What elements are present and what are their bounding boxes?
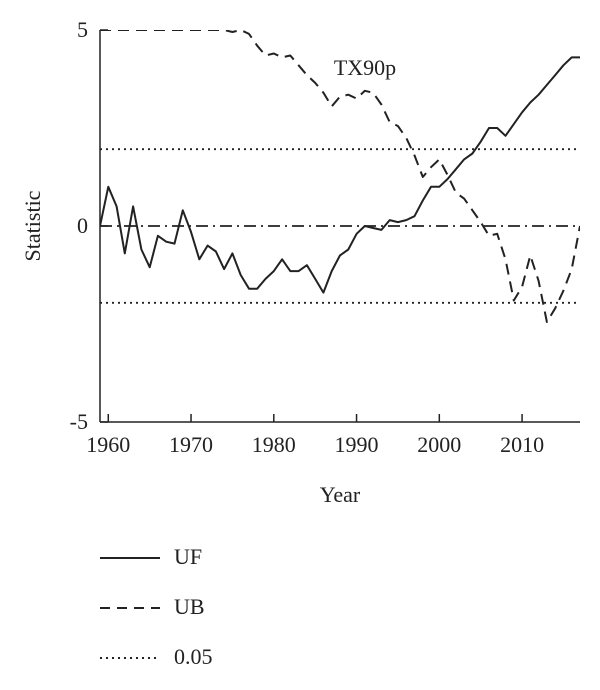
x-tick-label: 1970 [169,432,213,457]
series-lines [100,30,580,323]
legend-swatch-dotted [100,657,160,659]
series-line-uf [100,56,580,294]
reference-lines [100,148,580,304]
legend-swatch-dashed [100,607,160,609]
y-tick-label: -5 [70,409,88,434]
chart-annotation: TX90p [334,55,396,80]
legend-swatch-solid [100,557,160,559]
x-tick-label: 2000 [417,432,461,457]
y-tick-label: 0 [77,213,88,238]
x-tick-label: 1960 [86,432,130,457]
legend-label-uf: UF [174,544,203,569]
x-tick-label: 2010 [500,432,544,457]
legend-label-ub: UB [174,594,205,619]
y-tick-label: 5 [77,17,88,42]
y-axis-label: Statistic [20,190,45,261]
x-tick-label: 1980 [252,432,296,457]
ticks: 1960 1970 1980 1990 2000 2010 5 0 -5 [70,17,544,457]
x-tick-label: 1990 [335,432,379,457]
legend-label-sig: 0.05 [174,644,213,669]
x-axis-label: Year [320,482,361,507]
